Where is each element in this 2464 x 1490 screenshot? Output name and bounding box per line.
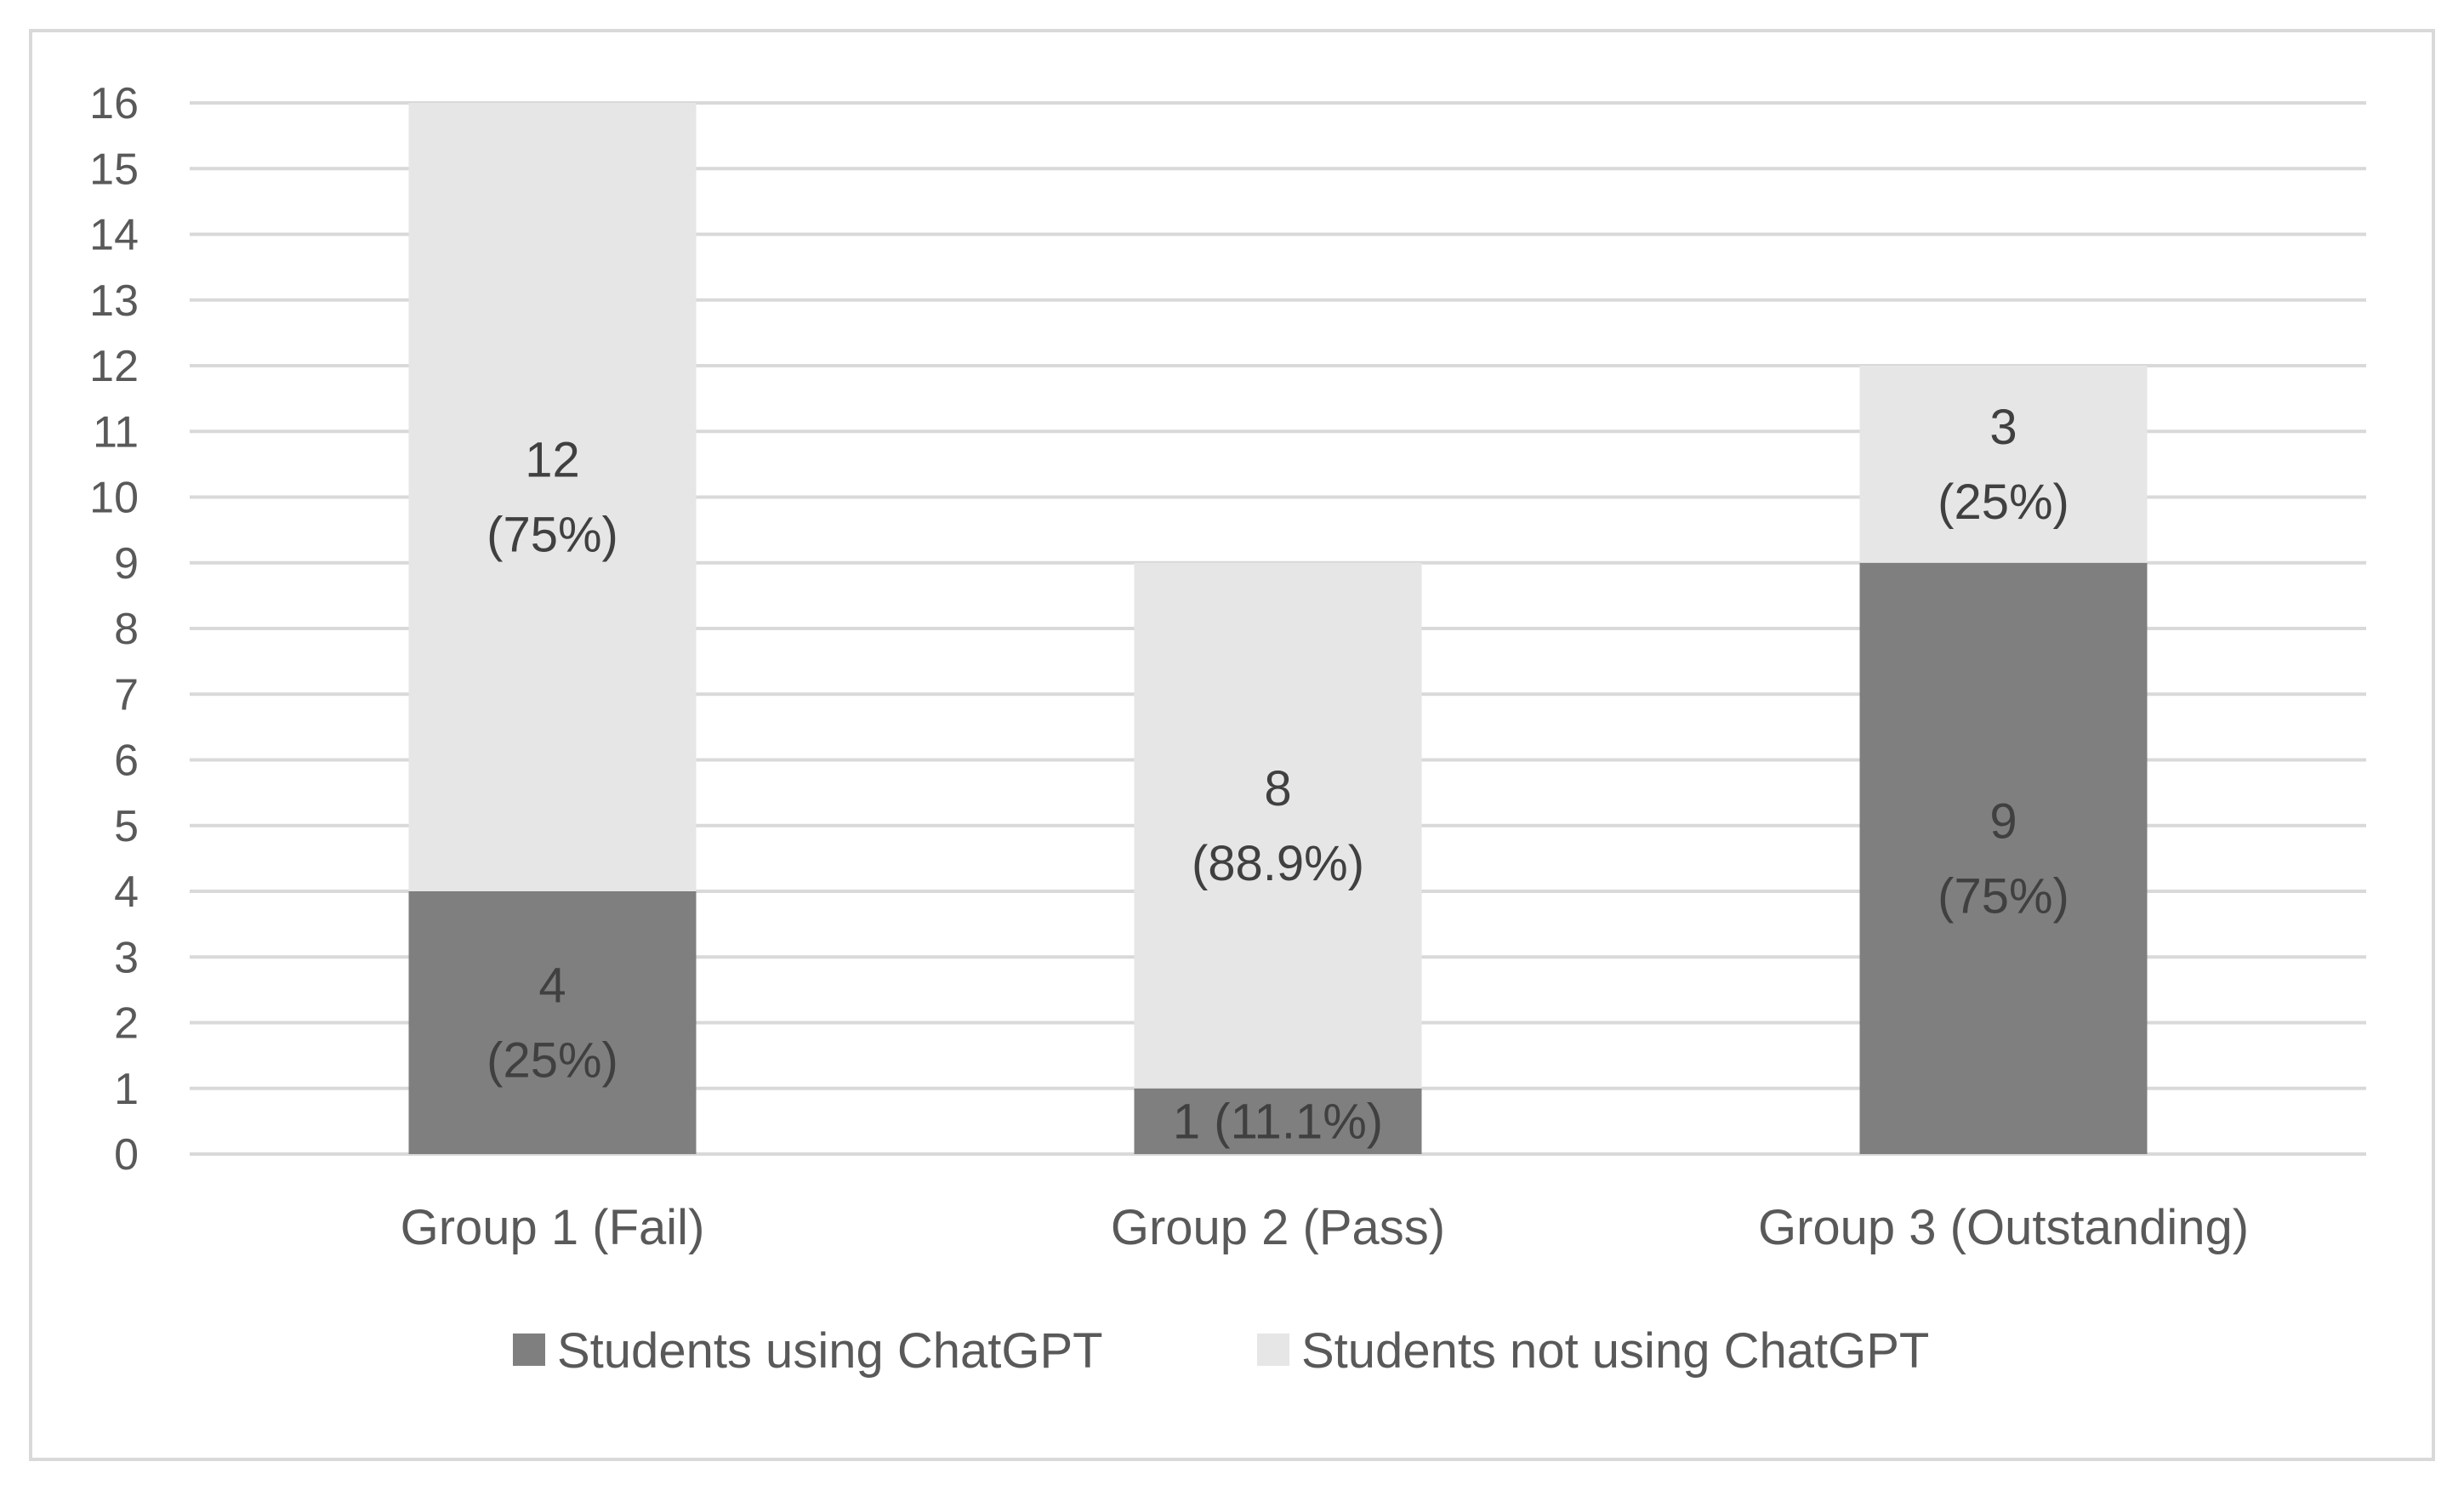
data-label: 3 (25%) [1938, 400, 2069, 530]
y-tick-label: 3 [114, 933, 139, 982]
y-tick-label: 6 [114, 736, 139, 786]
data-label-line: (75%) [487, 508, 618, 563]
y-tick-label: 5 [114, 802, 139, 851]
data-labels: 4 (25%) 12 (75%) 1 (11.1%) 8 (88.9%) 9 (75%) 3 (25… [487, 400, 2069, 1150]
y-tick-label: 15 [89, 145, 139, 194]
bar-segment-using [1859, 562, 2148, 1154]
y-tick-label: 0 [114, 1130, 139, 1180]
y-tick-label: 1 [114, 1065, 139, 1114]
legend: Students using ChatGPT Students not using… [513, 1323, 1929, 1379]
legend-swatch [1257, 1334, 1289, 1366]
x-axis-categories: Group 1 (Fail) Group 2 (Pass) Group 3 (Out… [401, 1200, 2249, 1255]
legend-swatch [513, 1334, 545, 1366]
data-label-line: (25%) [1938, 475, 2069, 530]
bar-segment-using [408, 891, 697, 1154]
bar-segment-not-using [1859, 366, 2148, 563]
y-tick-label: 10 [89, 474, 139, 523]
y-tick-label: 14 [89, 211, 139, 260]
data-label-line: (75%) [1938, 868, 2069, 924]
data-label-line: 9 [1989, 793, 2017, 849]
y-tick-label: 7 [114, 670, 139, 719]
bar-segment-using [1134, 1088, 1422, 1154]
y-tick-label: 2 [114, 999, 139, 1049]
y-tick-label: 11 [93, 407, 139, 457]
chart-frame: 0 1 2 3 4 5 6 7 8 9 10 11 12 13 14 15 16 4 (25%) 12 (75%) 1 … [29, 29, 2435, 1461]
y-tick-label: 16 [89, 79, 139, 128]
data-label: 1 (11.1%) [1173, 1094, 1383, 1149]
data-label-line: 12 [525, 433, 580, 488]
data-label-line: 8 [1264, 761, 1291, 816]
legend-label: Students not using ChatGPT [1301, 1323, 1929, 1379]
data-label: 8 (88.9%) [1192, 761, 1364, 891]
data-label: 4 (25%) [487, 958, 618, 1089]
y-tick-label: 12 [89, 342, 139, 391]
bars [408, 103, 2148, 1154]
data-label-line: 1 (11.1%) [1173, 1094, 1383, 1149]
data-label-line: (88.9%) [1192, 836, 1364, 891]
data-label-line: 3 [1989, 400, 2017, 455]
data-label: 12 (75%) [487, 433, 618, 563]
data-label-line: (25%) [487, 1033, 618, 1089]
y-tick-label: 13 [89, 276, 139, 326]
bar-segment-not-using [408, 103, 697, 891]
category-label: Group 2 (Pass) [1111, 1200, 1445, 1255]
y-tick-label: 8 [114, 605, 139, 654]
data-label-line: 4 [538, 958, 566, 1014]
bar-segment-not-using [1134, 562, 1422, 1089]
category-label: Group 1 (Fail) [401, 1200, 705, 1255]
data-label: 9 (75%) [1938, 793, 2069, 924]
y-tick-label: 4 [114, 867, 139, 917]
legend-label: Students using ChatGPT [557, 1323, 1103, 1379]
category-label: Group 3 (Outstanding) [1758, 1200, 2249, 1255]
y-tick-label: 9 [114, 539, 139, 589]
